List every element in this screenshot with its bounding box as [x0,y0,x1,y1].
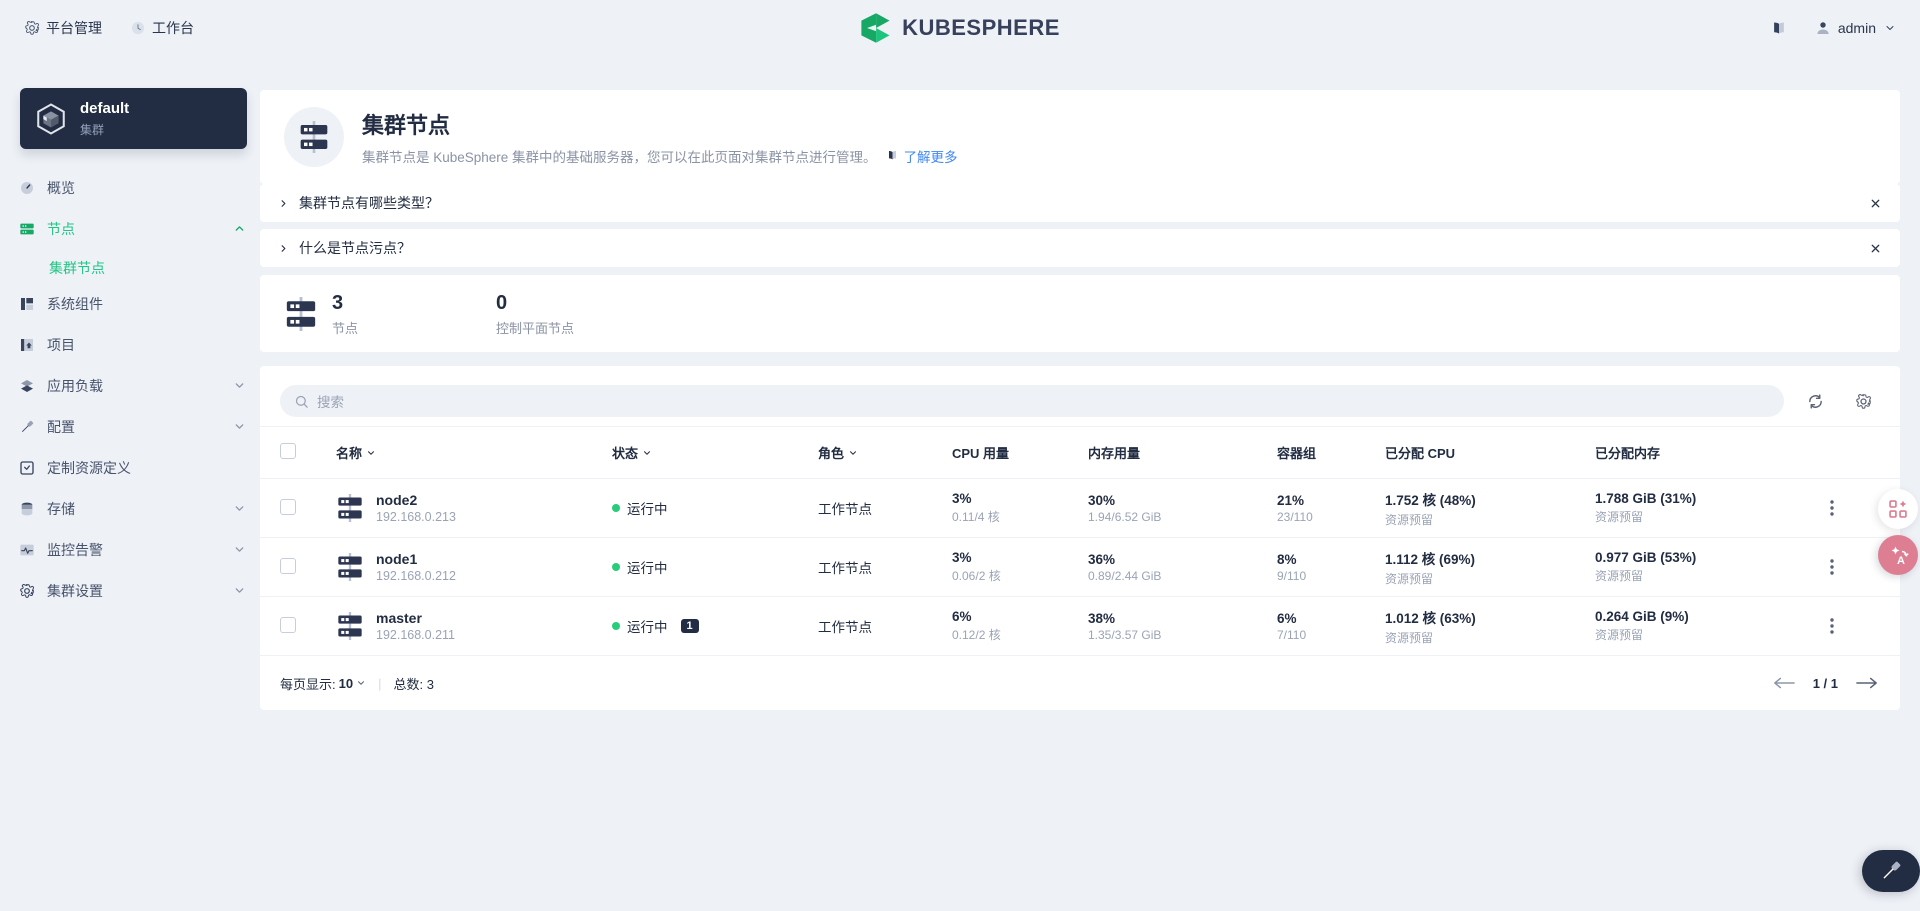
svg-text:A: A [1897,555,1905,567]
